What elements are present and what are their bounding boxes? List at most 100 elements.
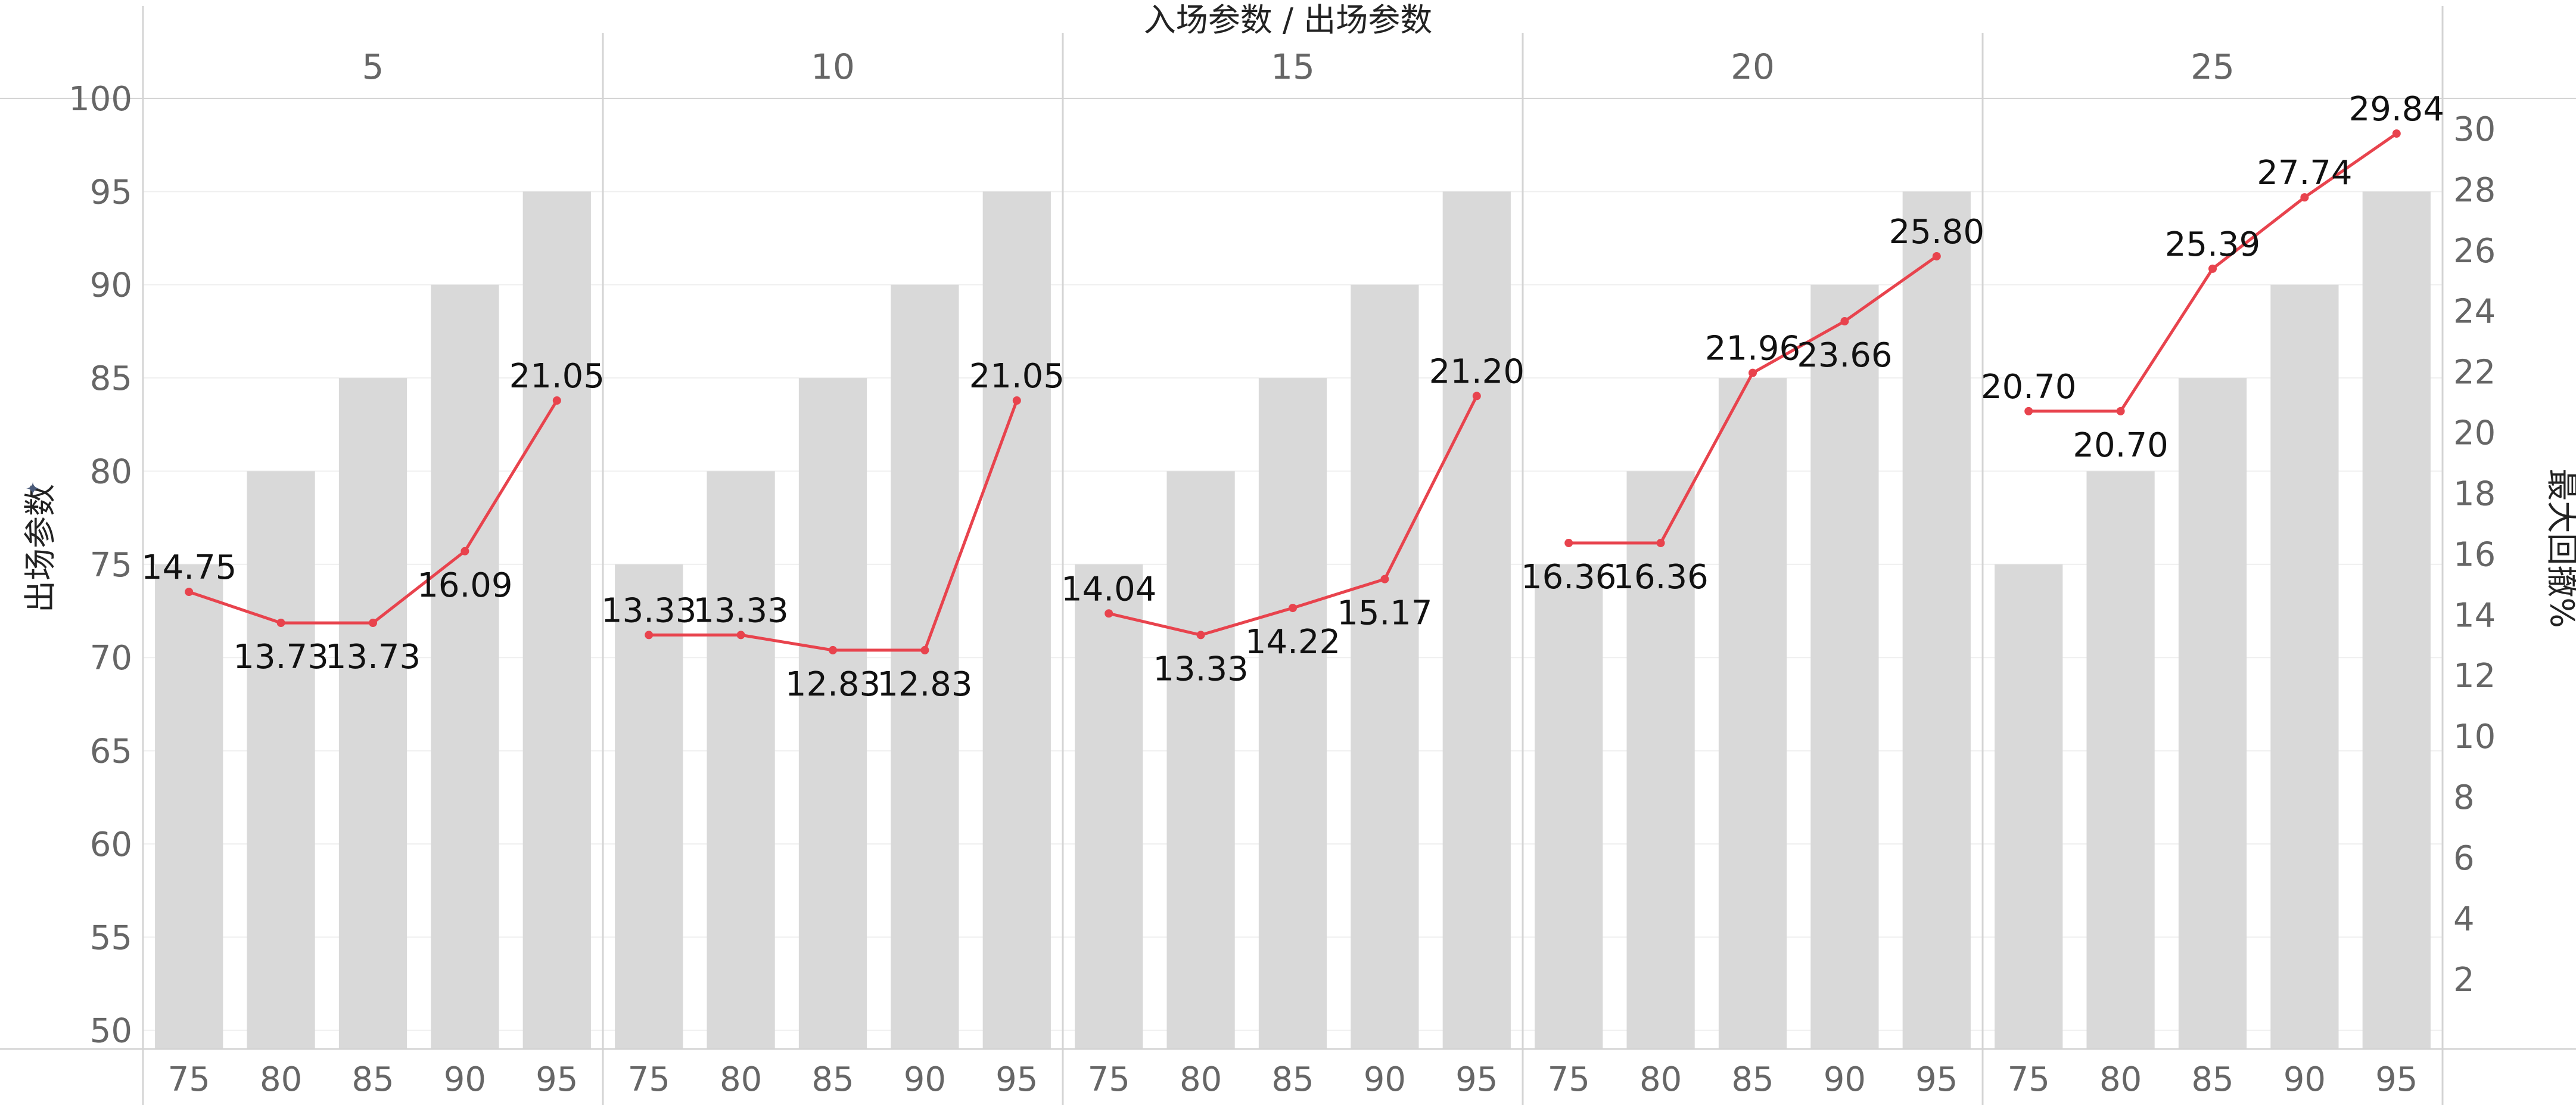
line-point [645, 631, 654, 640]
line-point [1380, 575, 1389, 583]
bar [1535, 564, 1603, 1049]
bar [1626, 471, 1695, 1049]
data-label: 13.33 [601, 591, 696, 630]
data-label: 12.83 [785, 665, 881, 704]
data-label: 15.17 [1337, 594, 1432, 633]
line-point [2392, 129, 2401, 138]
sort-icon: ✦ [23, 481, 44, 496]
line-point [185, 588, 194, 597]
chart-title: 入场参数 / 出场参数 [1144, 1, 1433, 39]
line-point [2024, 406, 2033, 415]
y-left-axis-title: 出场参数 [21, 484, 59, 613]
line-point [2116, 406, 2125, 415]
line-point [736, 631, 745, 640]
y-left-tick-label: 50 [90, 1012, 132, 1051]
bar [1995, 564, 2063, 1049]
x-tick-label: 75 [1088, 1060, 1130, 1099]
bar-layer [155, 191, 2431, 1049]
bar [2362, 191, 2431, 1049]
y-left-tick-label: 95 [90, 173, 132, 212]
data-label: 20.70 [2073, 426, 2168, 465]
x-tick-label: 95 [2375, 1060, 2418, 1099]
data-label: 21.05 [969, 357, 1065, 396]
x-tick-label: 90 [1364, 1060, 1406, 1099]
y-right-tick-label: 26 [2453, 232, 2496, 271]
x-tick-label: 90 [1824, 1060, 1866, 1099]
y-right-tick-label: 30 [2453, 110, 2496, 149]
x-tick-label: 95 [1915, 1060, 1958, 1099]
panel-header-label: 10 [811, 46, 855, 87]
line-layer [185, 129, 2401, 654]
y-right-tick-label: 6 [2453, 839, 2475, 878]
y-right-tick-label: 14 [2453, 596, 2496, 635]
x-tick-label: 85 [811, 1060, 854, 1099]
label-layer: 14.7513.7313.7316.0921.0513.3313.3312.83… [141, 90, 2444, 704]
bar [431, 284, 499, 1049]
data-label: 23.66 [1797, 336, 1892, 375]
data-label: 14.04 [1061, 570, 1156, 609]
x-tick-label: 80 [260, 1060, 302, 1099]
y-right-tick-label: 8 [2453, 778, 2475, 817]
line-point [1932, 252, 1941, 260]
bar [707, 471, 775, 1049]
bar [1166, 471, 1235, 1049]
y-right-tick-label: 2 [2453, 961, 2475, 1000]
frame-layer [0, 6, 2576, 1105]
x-tick-label: 85 [1271, 1060, 1314, 1099]
panel-header-label: 20 [1731, 46, 1775, 87]
data-label: 16.36 [1613, 558, 1708, 597]
y-left-tick-label: 80 [90, 452, 132, 491]
x-tick-label: 95 [536, 1060, 578, 1099]
bar [1810, 284, 1879, 1049]
y-right-tick-label: 20 [2453, 414, 2496, 453]
line-point [2300, 193, 2309, 202]
y-right-tick-label: 4 [2453, 900, 2475, 939]
line-point [276, 619, 285, 628]
bar [1902, 191, 1971, 1049]
x-tick-label: 90 [2283, 1060, 2326, 1099]
bar [247, 471, 315, 1049]
bar [1258, 378, 1327, 1049]
x-tick-label: 90 [904, 1060, 946, 1099]
y-right-tick-label: 16 [2453, 535, 2496, 574]
data-label: 14.22 [1245, 623, 1340, 662]
line-point [1840, 317, 1849, 326]
bar [982, 191, 1051, 1049]
x-tick-label: 95 [1455, 1060, 1498, 1099]
line-point [2208, 264, 2217, 273]
axis-layer: 入场参数 / 出场参数 出场参数 ✦ 最大回撤% 505560657075808… [21, 1, 2576, 1099]
y-right-tick-label: 12 [2453, 657, 2496, 696]
line-point [369, 619, 377, 628]
x-tick-label: 80 [1639, 1060, 1682, 1099]
bar [798, 378, 867, 1049]
y-left-tick-label: 55 [90, 918, 132, 957]
bar [1351, 284, 1419, 1049]
line-point [1656, 539, 1665, 548]
y-left-tick-label: 90 [90, 266, 132, 305]
line-point [1105, 609, 1113, 618]
x-tick-label: 85 [2191, 1060, 2233, 1099]
y-left-tick-label: 75 [90, 546, 132, 585]
data-label: 14.75 [141, 548, 237, 587]
data-label: 16.09 [417, 566, 512, 605]
line-point [1012, 396, 1021, 405]
data-label: 21.20 [1429, 352, 1525, 391]
bar [522, 191, 591, 1049]
line-point [1289, 604, 1297, 613]
bar [1718, 378, 1787, 1049]
y-right-tick-label: 18 [2453, 474, 2496, 513]
y-left-tick-label: 85 [90, 359, 132, 398]
x-tick-label: 80 [720, 1060, 762, 1099]
bar [2178, 378, 2247, 1049]
y-right-tick-label: 10 [2453, 718, 2496, 756]
data-label: 25.80 [1889, 213, 1984, 252]
data-label: 13.73 [325, 638, 421, 676]
line-point [552, 396, 561, 405]
y-right-tick-label: 28 [2453, 171, 2496, 210]
y-left-tick-label: 70 [90, 639, 132, 678]
data-label: 21.96 [1705, 330, 1800, 368]
line-point [461, 547, 469, 555]
x-tick-label: 75 [2008, 1060, 2050, 1099]
data-label: 16.36 [1521, 558, 1616, 597]
